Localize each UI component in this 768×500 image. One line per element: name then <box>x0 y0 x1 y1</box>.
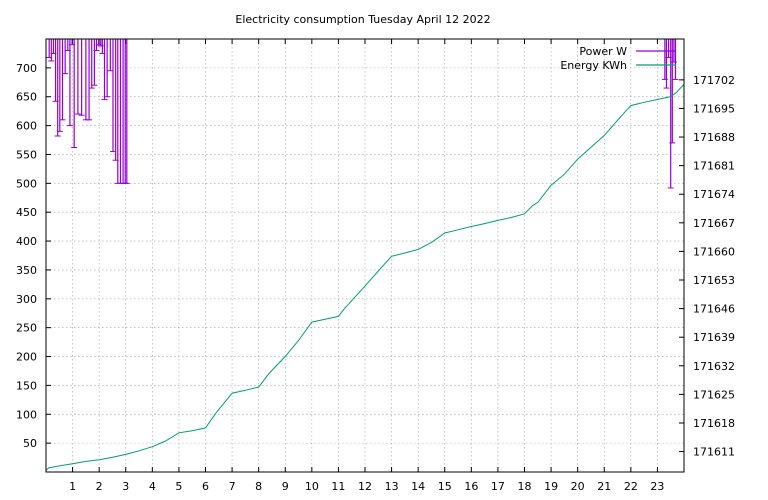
y-tick-label: 550 <box>16 148 37 161</box>
y2-tick-label: 171674 <box>693 188 735 201</box>
x-axis: 1 2 3 4 5 6 7 8 9 10 11 12 13 14 15 16 17 18 19 20 21 22 23 <box>69 39 664 493</box>
y2-tick-label: 171688 <box>693 131 735 144</box>
x-tick-label: 15 <box>438 480 452 493</box>
x-tick-label: 16 <box>464 480 478 493</box>
x-tick-label: 9 <box>282 480 289 493</box>
y2-tick-label: 171653 <box>693 274 735 287</box>
y2-tick-label: 171681 <box>693 160 735 173</box>
y2-tick-label: 171695 <box>693 102 735 115</box>
x-tick-label: 4 <box>149 480 156 493</box>
y-tick-label: 200 <box>16 351 37 364</box>
y-tick-label: 700 <box>16 62 37 75</box>
energy-line <box>45 83 685 471</box>
plot-frame <box>45 38 685 473</box>
y-tick-label: 250 <box>16 322 37 335</box>
y-tick-label: 600 <box>16 120 37 133</box>
x-tick-label: 13 <box>385 480 399 493</box>
y-tick-label: 100 <box>16 408 37 421</box>
x-tick-label: 21 <box>597 480 611 493</box>
x-tick-label: 1 <box>69 480 76 493</box>
x-tick-label: 6 <box>202 480 209 493</box>
x-tick-label: 5 <box>175 480 182 493</box>
chart-title: Electricity consumption Tuesday April 12… <box>235 13 490 26</box>
y-tick-label: 650 <box>16 91 37 104</box>
legend-label: Power W <box>579 45 627 58</box>
y2-tick-label: 171639 <box>693 331 735 344</box>
x-tick-label: 3 <box>122 480 129 493</box>
y-tick-label: 400 <box>16 235 37 248</box>
x-tick-label: 14 <box>411 480 425 493</box>
y-tick-label: 350 <box>16 264 37 277</box>
y2-tick-label: 171646 <box>693 303 735 316</box>
y-tick-label: 300 <box>16 293 37 306</box>
y2-tick-label: 171625 <box>693 388 735 401</box>
x-tick-label: 10 <box>305 480 319 493</box>
legend-label: Energy KWh <box>560 59 627 72</box>
y2-tick-label: 171632 <box>693 360 735 373</box>
x-tick-label: 19 <box>544 480 558 493</box>
y-tick-label: 50 <box>23 437 37 450</box>
x-tick-label: 7 <box>229 480 236 493</box>
x-tick-label: 8 <box>255 480 262 493</box>
y-axis-right: 171611 171618 171625 171632 171639 171646 1716… <box>679 74 735 459</box>
x-tick-label: 18 <box>518 480 532 493</box>
grid <box>46 39 684 472</box>
y-tick-label: 500 <box>16 177 37 190</box>
x-tick-label: 23 <box>650 480 664 493</box>
series-energy <box>45 83 685 471</box>
y-tick-label: 450 <box>16 206 37 219</box>
x-tick-label: 12 <box>358 480 372 493</box>
y2-tick-label: 171611 <box>693 446 735 459</box>
y-tick-label: 150 <box>16 379 37 392</box>
x-tick-label: 17 <box>491 480 505 493</box>
x-tick-label: 20 <box>571 480 585 493</box>
x-tick-label: 22 <box>624 480 638 493</box>
series-power <box>46 39 679 189</box>
y2-tick-label: 171618 <box>693 417 735 430</box>
y2-tick-label: 171660 <box>693 245 735 258</box>
x-tick-label: 11 <box>331 480 345 493</box>
x-tick-label: 2 <box>96 480 103 493</box>
y-axis-left: 50 100 150 200 250 300 350 400 450 500 550 600 650 70… <box>16 62 51 450</box>
y2-tick-label: 171667 <box>693 217 735 230</box>
y2-tick-label: 171702 <box>693 74 735 87</box>
